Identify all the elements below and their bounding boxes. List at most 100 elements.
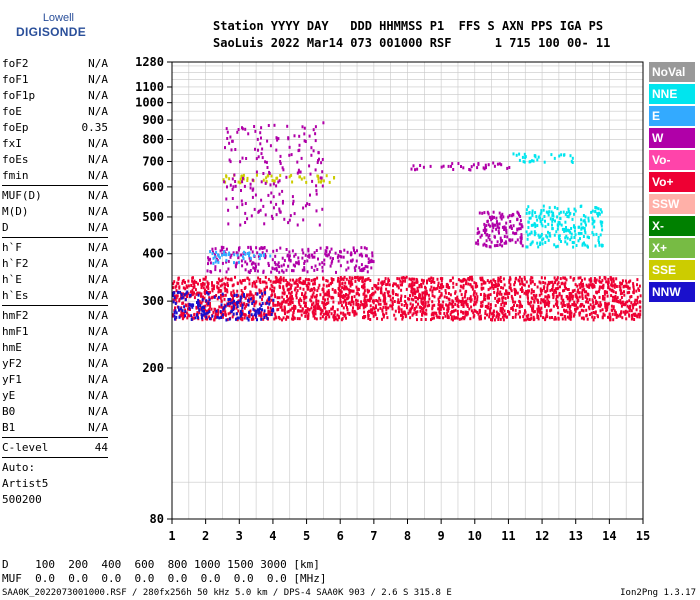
echo-point	[430, 318, 432, 322]
echo-point	[339, 277, 342, 281]
echo-point	[498, 231, 500, 235]
echo-point	[299, 276, 302, 280]
echo-point	[525, 230, 528, 234]
echo-point	[495, 284, 498, 288]
echo-point	[248, 313, 251, 316]
echo-point	[269, 254, 272, 258]
echo-point	[303, 268, 306, 272]
echo-point	[582, 226, 585, 230]
echo-point	[557, 281, 560, 285]
echo-point	[281, 256, 284, 260]
echo-point	[315, 192, 318, 196]
echo-point	[492, 224, 495, 228]
echo-point	[399, 299, 402, 303]
echo-point	[308, 308, 311, 312]
echo-point	[285, 315, 288, 319]
echo-point	[429, 288, 432, 292]
echo-point	[473, 281, 476, 285]
echo-point	[212, 287, 215, 291]
echo-point	[581, 293, 584, 297]
echo-point	[270, 313, 273, 316]
echo-point	[551, 280, 554, 284]
echo-point	[518, 275, 521, 279]
echo-point	[421, 296, 424, 300]
echo-point	[313, 316, 316, 320]
echo-point	[410, 282, 413, 286]
echo-point	[238, 260, 240, 264]
echo-point	[205, 309, 208, 313]
echo-point	[532, 315, 535, 319]
echo-point	[312, 149, 315, 153]
echo-point	[261, 292, 264, 296]
echo-point	[620, 311, 623, 314]
echo-point	[280, 305, 283, 309]
echo-point	[556, 276, 559, 280]
echo-point	[625, 317, 628, 321]
echo-point	[606, 305, 609, 309]
echo-point	[228, 317, 231, 321]
echo-point	[571, 303, 574, 307]
echo-point	[404, 295, 407, 298]
echo-point	[211, 287, 214, 291]
echo-point	[313, 311, 316, 315]
echo-point	[315, 189, 318, 193]
echo-point	[343, 314, 346, 318]
echo-point	[586, 244, 589, 248]
echo-point	[188, 306, 191, 310]
echo-point	[594, 311, 597, 315]
echo-point	[352, 300, 355, 304]
echo-point	[457, 312, 459, 316]
echo-point	[493, 244, 496, 248]
echo-point	[498, 292, 501, 296]
echo-point	[503, 304, 506, 308]
echo-point	[187, 307, 189, 311]
echo-point	[603, 292, 606, 296]
echo-point	[587, 216, 590, 220]
echo-point	[543, 302, 546, 306]
echo-point	[368, 310, 371, 313]
echo-point	[517, 312, 520, 316]
echo-point	[519, 219, 522, 223]
polarization-legend: NoVal NNE E W Vo- Vo+ SSW X- X+ SSE NNW	[649, 62, 695, 304]
echo-point	[254, 193, 257, 197]
echo-point	[258, 247, 261, 251]
echo-point	[313, 286, 316, 290]
echo-point	[491, 217, 494, 220]
echo-point	[247, 132, 250, 136]
echo-point	[476, 284, 479, 288]
echo-point	[411, 303, 414, 307]
param-value: N/A	[88, 89, 108, 102]
echo-point	[500, 303, 503, 306]
echo-point	[217, 281, 220, 285]
echo-point	[187, 292, 190, 296]
echo-point	[469, 275, 472, 279]
echo-point	[362, 284, 365, 288]
echo-point	[386, 282, 389, 286]
echo-point	[263, 246, 266, 249]
echo-point	[380, 288, 383, 291]
echo-point	[358, 266, 361, 270]
echo-point	[621, 291, 624, 295]
echo-point	[216, 297, 219, 301]
echo-point	[633, 318, 636, 321]
echo-point	[247, 303, 250, 307]
echo-point	[200, 292, 203, 296]
echo-point	[615, 285, 618, 288]
echo-point	[518, 213, 520, 217]
echo-point	[273, 286, 276, 290]
echo-point	[456, 295, 459, 299]
echo-point	[615, 297, 618, 301]
echo-point	[492, 278, 495, 282]
echo-point	[274, 295, 277, 299]
echo-point	[360, 246, 363, 250]
echo-point	[232, 283, 235, 287]
echo-point	[573, 300, 576, 304]
echo-point	[566, 297, 569, 301]
echo-point	[208, 296, 211, 300]
echo-point	[579, 311, 582, 315]
echo-point	[219, 289, 222, 293]
echo-point	[503, 225, 506, 229]
echo-point	[483, 226, 486, 230]
echo-point	[321, 301, 324, 305]
echo-point	[412, 298, 415, 302]
